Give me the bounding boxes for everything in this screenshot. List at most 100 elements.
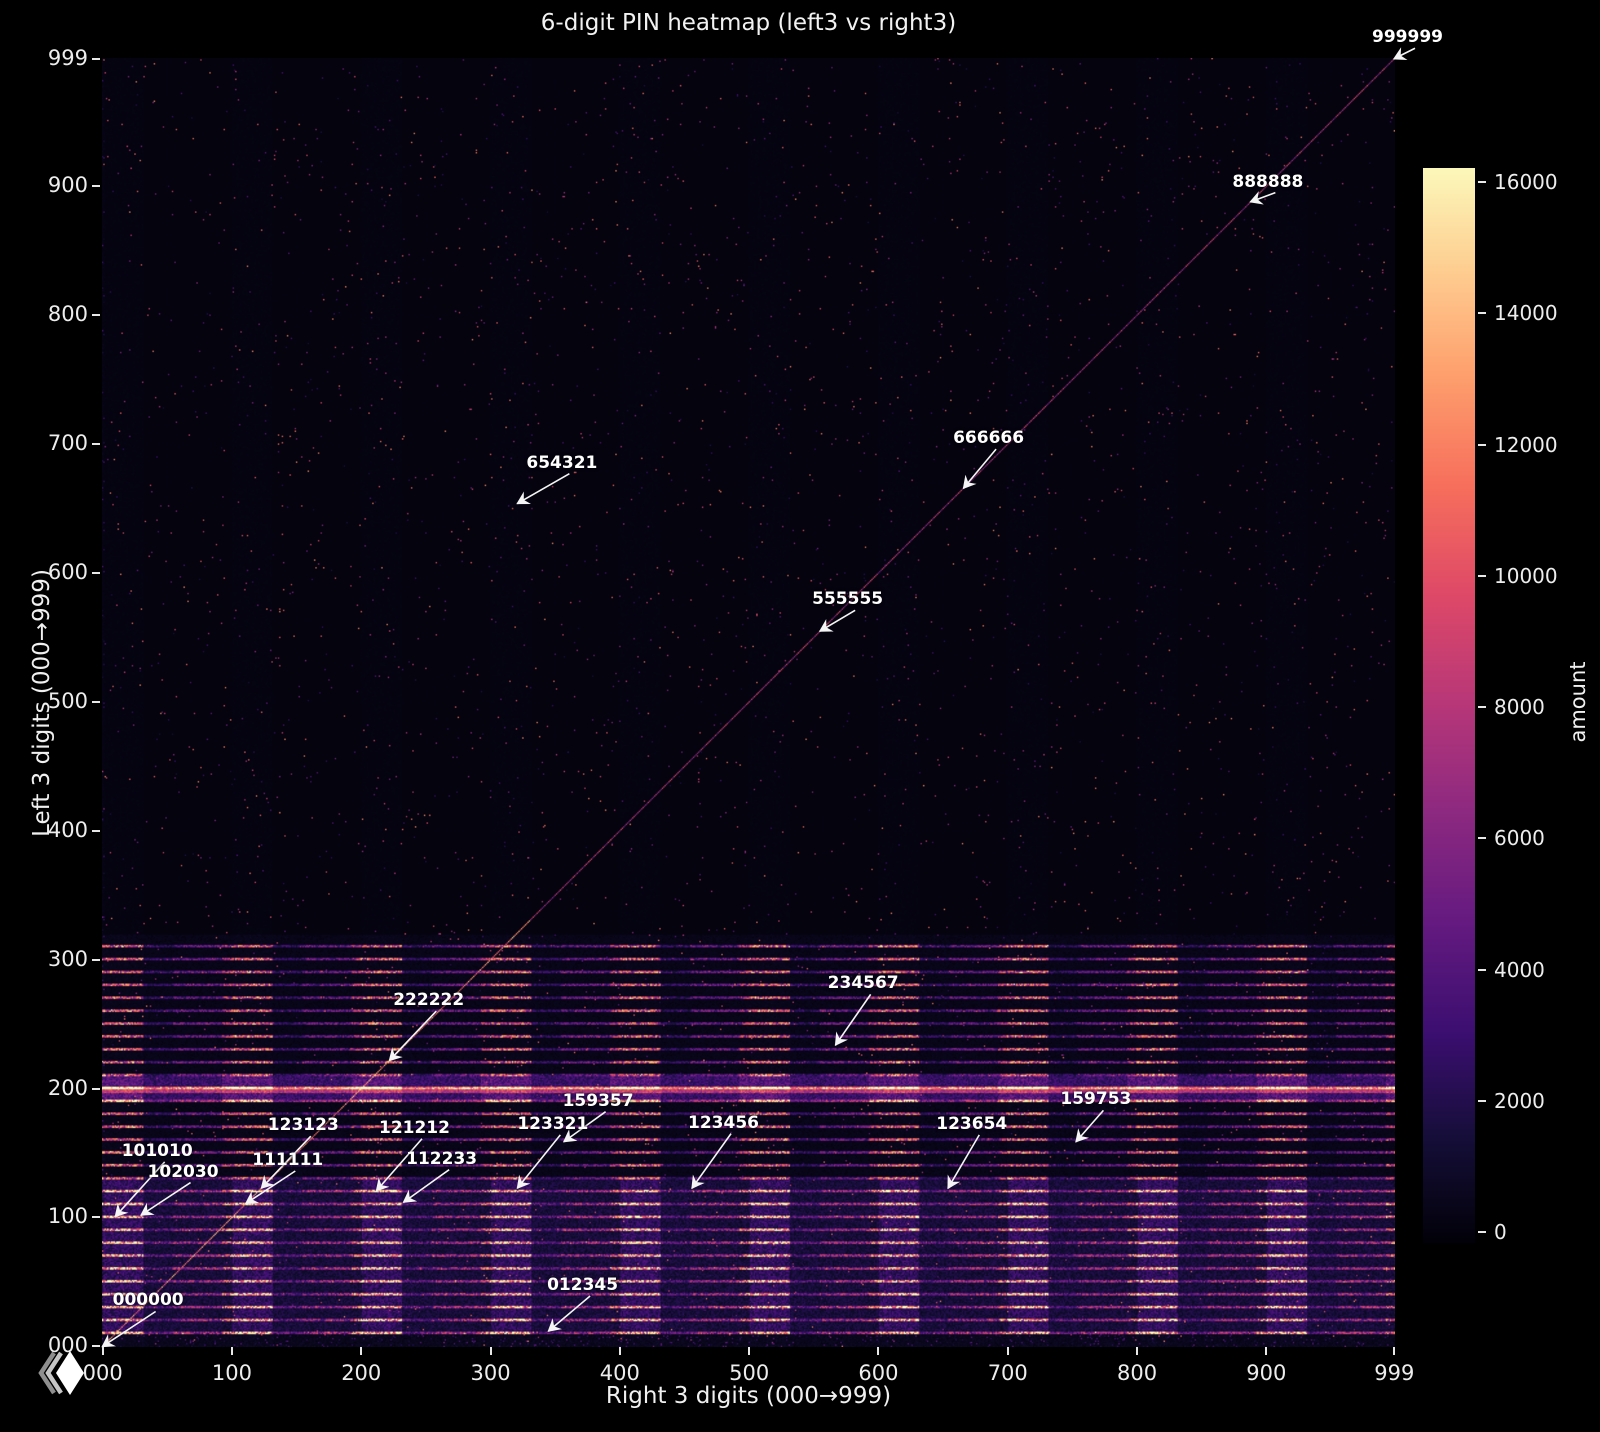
colorbar-tick-label: 6000 <box>1494 826 1545 851</box>
x-tick-mark <box>1393 1347 1396 1355</box>
y-tick-mark <box>92 314 100 317</box>
annotation-arrow-112233 <box>402 1169 450 1203</box>
x-tick-label: 400 <box>599 1361 640 1385</box>
y-tick-mark <box>92 57 100 60</box>
annotation-label-999999: 999999 <box>1372 27 1443 48</box>
y-tick-mark <box>92 571 100 574</box>
x-tick-label: 200 <box>341 1361 382 1385</box>
annotation-arrow-102030 <box>140 1181 191 1216</box>
colorbar-tick-mark <box>1478 443 1486 446</box>
y-tick-label: 999 <box>47 45 88 70</box>
y-tick-mark <box>92 1216 100 1219</box>
annotation-arrow-121212 <box>375 1138 423 1192</box>
annotation-arrow-123456 <box>691 1133 732 1190</box>
annotation-label-159753: 159753 <box>1060 1089 1132 1110</box>
colorbar-tick-label: 8000 <box>1494 695 1545 719</box>
annotation-arrow-654321 <box>516 472 570 505</box>
y-tick-label: 400 <box>47 817 88 842</box>
annotation-arrows <box>101 47 1416 1348</box>
x-axis-label: Right 3 digits (000→999) <box>605 1383 892 1409</box>
annotation-arrow-222222 <box>388 1010 437 1062</box>
annotation-label-654321: 654321 <box>526 452 598 473</box>
colorbar-tick-label: 14000 <box>1494 301 1558 326</box>
annotation-label-159357: 159357 <box>562 1090 634 1111</box>
annotation-label-111111: 111111 <box>252 1149 324 1170</box>
x-tick-label: 800 <box>1116 1361 1158 1385</box>
annotation-label-000000: 000000 <box>112 1290 184 1311</box>
annotation-arrow-159753 <box>1075 1109 1105 1143</box>
x-tick-mark <box>1006 1347 1009 1355</box>
annotation-label-888888: 888888 <box>1232 171 1304 192</box>
y-tick-label: 800 <box>47 302 88 327</box>
colorbar-tick-label: 0 <box>1494 1220 1507 1244</box>
x-tick-label: 600 <box>858 1361 899 1385</box>
annotation-arrow-123123 <box>260 1135 312 1189</box>
annotation-label-101010: 101010 <box>121 1140 193 1161</box>
logo-back-chevron <box>38 1351 56 1395</box>
heatmap-canvas <box>102 58 1395 1347</box>
annotation-label-123456: 123456 <box>688 1112 759 1133</box>
y-axis-label: Left 3 digits (000→999) <box>29 569 55 837</box>
colorbar-tick-mark <box>1478 706 1486 708</box>
annotation-label-666666: 666666 <box>953 428 1025 449</box>
annotation-arrow-999999 <box>1392 47 1416 61</box>
colorbar-tick-mark <box>1478 1099 1486 1102</box>
colorbar-tick-mark <box>1478 968 1486 971</box>
x-tick-mark <box>360 1347 363 1355</box>
annotation-label-123123: 123123 <box>267 1115 339 1136</box>
annotation-label-222222: 222222 <box>393 990 465 1011</box>
y-tick-mark <box>92 443 100 446</box>
x-tick-label: 999 <box>1374 1361 1415 1385</box>
y-tick-label: 900 <box>47 173 88 198</box>
colorbar-tick-mark <box>1478 574 1486 577</box>
annotation-arrow-888888 <box>1249 191 1276 205</box>
y-tick-mark <box>92 1345 100 1348</box>
colorbar-tick-label: 10000 <box>1494 563 1558 588</box>
y-tick-label: 600 <box>47 559 88 584</box>
annotation-label-012345: 012345 <box>547 1275 619 1296</box>
colorbar-tick-label: 12000 <box>1494 432 1558 457</box>
annotation-label-112233: 112233 <box>406 1148 478 1169</box>
chart-title: 6-digit PIN heatmap (left3 vs right3) <box>540 10 957 36</box>
x-tick-mark <box>748 1347 751 1355</box>
logo-mid-chevron <box>45 1351 63 1395</box>
annotation-label-121212: 121212 <box>378 1117 450 1138</box>
y-tick-label: 500 <box>47 688 88 713</box>
x-tick-label: 000 <box>82 1361 123 1385</box>
annotation-arrow-555555 <box>818 609 856 632</box>
x-tick-label: 700 <box>987 1361 1028 1385</box>
y-tick-label: 700 <box>47 431 88 456</box>
heatmap-plot: 000000 012345 101010 102030 111111 123123 1212… <box>92 27 1443 1355</box>
annotation-arrow-012345 <box>547 1295 591 1332</box>
annotation-arrow-111111 <box>244 1170 296 1205</box>
x-tick-mark <box>230 1347 233 1355</box>
layered-diamond-logo <box>38 1351 84 1395</box>
x-tick-label: 500 <box>729 1361 770 1385</box>
x-tick-label: 900 <box>1246 1361 1287 1385</box>
annotation-arrow-123321 <box>516 1134 561 1190</box>
y-tick-mark <box>92 958 100 961</box>
y-tick-mark <box>92 185 100 188</box>
annotation-arrow-000000 <box>101 1310 157 1348</box>
annotation-arrow-666666 <box>962 448 997 490</box>
colorbar-tick-label: 16000 <box>1494 170 1558 194</box>
colorbar-tick-mark <box>1478 181 1486 183</box>
colorbar-tick-label: 4000 <box>1494 957 1545 982</box>
x-tick-mark <box>101 1347 104 1355</box>
annotation-arrow-159357 <box>562 1111 607 1143</box>
colorbar <box>1423 168 1475 1243</box>
y-tick-label: 300 <box>47 946 88 971</box>
annotation-label-102030: 102030 <box>147 1161 219 1182</box>
colorbar-tick-label: 2000 <box>1494 1088 1545 1113</box>
annotation-label-123654: 123654 <box>936 1113 1008 1134</box>
colorbar-label: amount <box>1566 661 1590 743</box>
colorbar-tick-mark <box>1478 312 1486 315</box>
annotation-arrow-101010 <box>114 1161 166 1218</box>
x-tick-mark <box>1136 1347 1139 1355</box>
y-tick-mark <box>92 700 100 703</box>
y-tick-mark <box>92 1087 100 1090</box>
annotation-label-123321: 123321 <box>517 1113 589 1134</box>
x-tick-label: 300 <box>470 1361 511 1385</box>
x-tick-mark <box>877 1347 880 1355</box>
